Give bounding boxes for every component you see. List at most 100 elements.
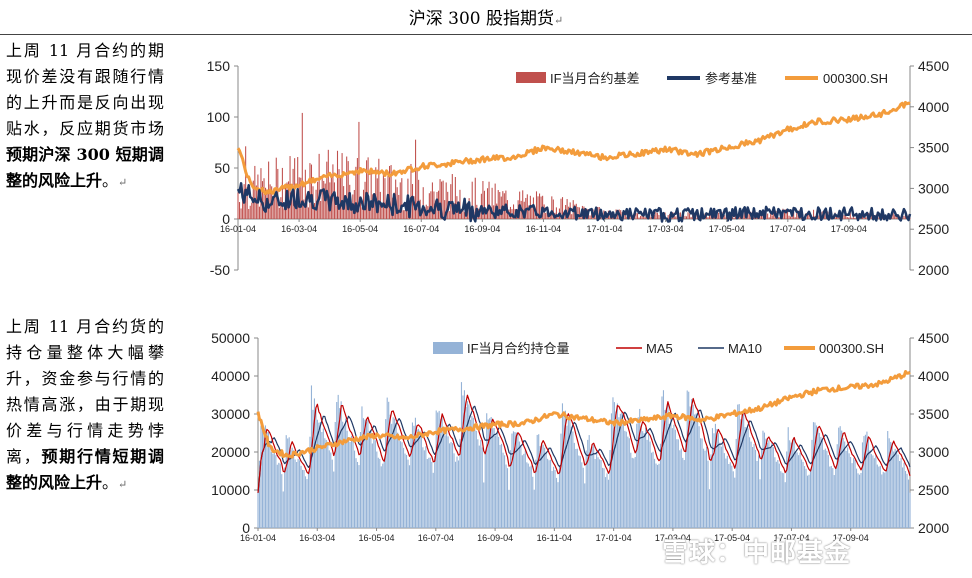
oi-bar [401, 442, 403, 528]
basis-bar [790, 216, 792, 219]
oi-bar [389, 414, 391, 528]
oi-date-label: 16-03-04 [299, 533, 335, 543]
oi-bar [645, 427, 647, 528]
oi-bar [824, 448, 826, 528]
oi-bar [261, 429, 264, 528]
oi-bar [836, 444, 838, 528]
oi-bar [435, 410, 437, 528]
basis-bar [401, 178, 403, 219]
basis-bar [904, 214, 906, 219]
oi-bar [777, 460, 779, 528]
basis-bar [482, 181, 484, 219]
oi-bar [622, 419, 624, 528]
oi-bar [850, 456, 852, 528]
oi-bar [676, 439, 678, 528]
basis-bar [783, 210, 786, 219]
basis-bar [531, 204, 533, 219]
oi-bar [754, 449, 757, 528]
basis-bar [248, 208, 250, 219]
oi-bar [584, 483, 586, 528]
basis-bar [306, 201, 308, 219]
oi-bar [703, 448, 705, 528]
oi-bar [267, 431, 269, 528]
oi-bar [449, 443, 451, 528]
oi-bar [582, 467, 584, 528]
oi-bar [536, 434, 538, 528]
basis-bar [347, 161, 349, 219]
oi-bar [273, 451, 275, 528]
basis-bar [684, 215, 686, 219]
basis-bar [894, 215, 896, 219]
oi-bar [783, 473, 785, 528]
commentary-oi-emphasis: 预期行情短期调整的风险上升 [6, 447, 164, 492]
basis-bar [318, 153, 320, 219]
oi-bar [847, 447, 849, 528]
basis-bar [724, 215, 726, 219]
oi-bar [554, 470, 556, 528]
oi-bar [790, 442, 792, 528]
oi-bar [884, 472, 886, 528]
basis-bar [460, 208, 463, 219]
oi-bar [821, 440, 823, 528]
oi-bar [832, 468, 834, 528]
oi-bar [270, 452, 272, 528]
basis-bar [430, 191, 432, 219]
oi-bar [503, 455, 506, 528]
oi-bar [835, 466, 837, 528]
oi-bar [593, 444, 595, 528]
basis-bar [546, 212, 548, 219]
oi-bar [861, 442, 864, 528]
oi-bar [325, 439, 327, 528]
basis-bar [636, 213, 639, 219]
oi-bar [408, 465, 411, 528]
basis-bar [295, 203, 297, 219]
basis-bar [245, 146, 247, 219]
oi-bar [792, 440, 794, 528]
oi-bar [698, 426, 700, 528]
oi-bar [719, 442, 721, 528]
oi-bar [903, 462, 905, 528]
basis-bar [272, 197, 274, 219]
basis-bar [846, 216, 848, 219]
oi-bar [588, 435, 590, 528]
oi-bar [756, 461, 758, 528]
oi-bar [823, 449, 825, 528]
oi-bar [665, 408, 667, 528]
basis-bar [320, 200, 322, 219]
oi-bar [512, 431, 515, 528]
basis-bar [739, 216, 741, 219]
basis-bar [589, 215, 591, 219]
oi-bar [633, 458, 635, 528]
basis-bar [398, 194, 400, 219]
oi-date-label: 16-09-04 [477, 533, 513, 543]
oi-bar [272, 453, 274, 528]
basis-bar [441, 181, 443, 219]
basis-bar [340, 177, 342, 219]
oi-bar [594, 459, 596, 528]
oi-bar [402, 447, 405, 528]
legend-oi-label: IF当月合约持仓量 [467, 341, 570, 356]
oi-bar [266, 432, 268, 528]
oi-bar [481, 447, 483, 528]
basis-reference-line [236, 182, 912, 223]
basis-bar [690, 217, 692, 219]
oi-bar [815, 425, 817, 528]
basis-bar [375, 167, 377, 219]
oi-bar [728, 464, 730, 528]
oi-bar [362, 418, 365, 528]
oi-bar [737, 404, 739, 528]
oi-bar [628, 438, 630, 528]
basis-bar [431, 182, 433, 219]
oi-bar [643, 433, 645, 528]
basis-bar [291, 199, 293, 219]
oi-bar [459, 438, 461, 528]
basis-bar [793, 212, 795, 219]
basis-bar [442, 180, 444, 219]
basis-date-label: 17-01-04 [587, 224, 623, 234]
oi-bar [417, 428, 419, 528]
oi-bar [297, 458, 299, 528]
commentary-oi-tail: 。 [102, 473, 119, 492]
oi-bar [327, 443, 329, 528]
basis-bar [653, 214, 655, 219]
basis-bar [444, 200, 446, 219]
